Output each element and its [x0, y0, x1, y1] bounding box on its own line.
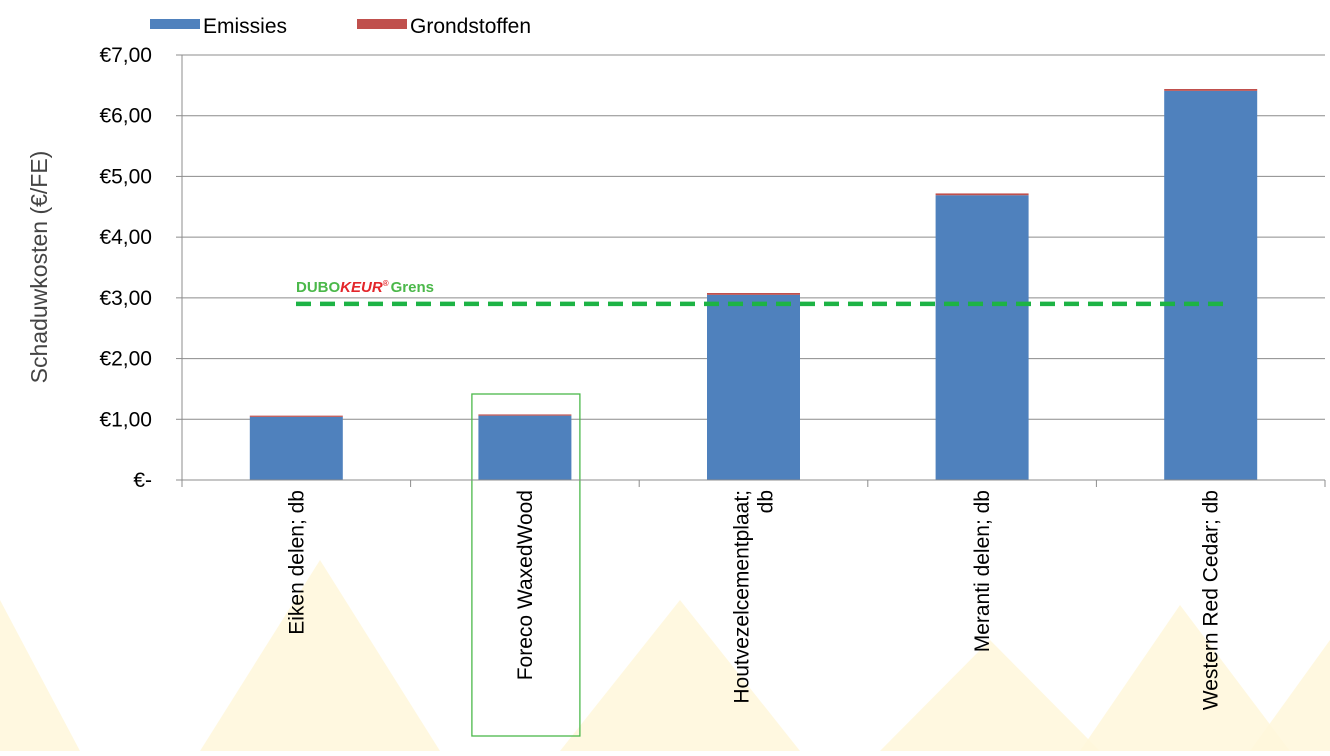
bar-grondstoffen	[249, 415, 343, 417]
category-label: Eiken delen; db	[285, 490, 308, 635]
legend-label: Emissies	[203, 15, 287, 38]
axes	[176, 54, 1326, 487]
y-tick-label: €5,00	[99, 165, 152, 188]
bar-emissies	[1164, 90, 1258, 481]
category-label: Meranti delen; db	[971, 490, 994, 652]
reference-line-label: DUBOKEUR® Grens	[296, 279, 434, 296]
bar-grondstoffen	[1164, 89, 1258, 91]
y-tick-label: €7,00	[99, 44, 152, 67]
bar-emissies	[935, 195, 1029, 480]
y-axis-title: Schaduwkosten (€/FE)	[26, 151, 52, 384]
background-triangle	[200, 560, 440, 751]
bar-grondstoffen	[478, 414, 572, 416]
legend-label: Grondstoffen	[410, 15, 531, 38]
bars	[249, 89, 1258, 737]
gridlines	[182, 54, 1325, 420]
category-label: Western Red Cedar; db	[1200, 490, 1223, 710]
category-label: db	[755, 490, 778, 513]
y-tick-label: €6,00	[99, 105, 152, 128]
y-tick-label: €1,00	[99, 408, 152, 431]
category-label: Foreco WaxedWood	[514, 490, 537, 680]
background-triangle	[1080, 605, 1290, 751]
reference-label-part: Grens	[391, 279, 434, 296]
bar-emissies	[478, 415, 572, 480]
bar-emissies	[707, 294, 800, 480]
bar-grondstoffen	[935, 193, 1029, 196]
background-triangle	[880, 640, 1100, 751]
y-tick-label: €2,00	[99, 348, 152, 371]
y-tick-label: €4,00	[99, 226, 152, 249]
labels: €- €1,00 €2,00 €3,00 €4,00 €5,00 €6,00 €7,00 Eik…	[26, 44, 1223, 710]
y-tick-label: €-	[133, 469, 152, 492]
background-decoration	[0, 560, 1330, 751]
legend-swatch	[150, 19, 200, 29]
reference-line-group: DUBOKEUR® Grens	[296, 279, 1224, 307]
y-tick-label: €3,00	[99, 287, 152, 310]
legend-swatch	[357, 19, 407, 29]
background-triangle	[0, 600, 80, 751]
bar-emissies	[249, 416, 343, 480]
reference-label-part: DUBO	[296, 279, 340, 296]
background-triangle	[560, 600, 800, 751]
background-triangle	[1250, 640, 1330, 751]
legend: Emissies Grondstoffen	[150, 15, 531, 38]
category-label: Houtvezelcementplaat;	[731, 490, 754, 704]
highlight-box	[471, 393, 581, 737]
bar-grondstoffen	[707, 293, 800, 295]
reference-label-part: ®	[383, 279, 389, 288]
reference-label-part: KEUR	[340, 279, 383, 296]
